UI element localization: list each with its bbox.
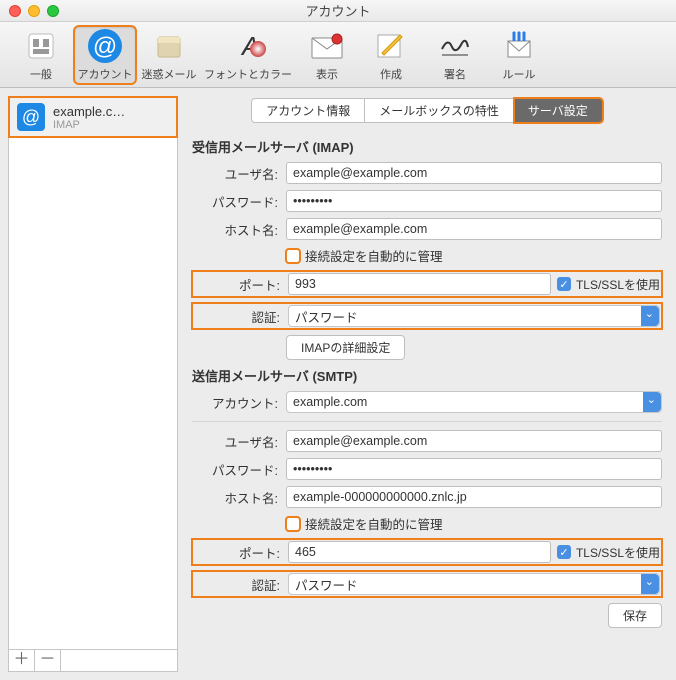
tls-label: TLS/SSLを使用 — [576, 276, 660, 293]
toolbar-rules[interactable]: ルール — [488, 26, 550, 84]
auto-checkbox[interactable] — [286, 249, 300, 263]
outgoing-title: 送信用メールサーバ (SMTP) — [192, 366, 662, 385]
remove-button[interactable]: － — [35, 650, 61, 671]
account-item[interactable]: @ example.c… IMAP — [9, 97, 177, 137]
tab-mailbox-behaviors[interactable]: メールボックスの特性 — [365, 98, 514, 123]
tls-label: TLS/SSLを使用 — [576, 544, 660, 561]
toolbar-view[interactable]: 表示 — [296, 26, 358, 84]
svg-text:@: @ — [93, 33, 117, 60]
switches-icon — [23, 28, 59, 64]
user-label: ユーザ名: — [192, 164, 278, 183]
save-button[interactable]: 保存 — [608, 603, 662, 628]
add-button[interactable]: ＋ — [9, 650, 35, 671]
account-protocol: IMAP — [53, 119, 125, 131]
auto-label: 接続設定を自動的に管理 — [305, 514, 443, 533]
toolbar-compose[interactable]: 作成 — [360, 26, 422, 84]
auth-label: 認証: — [194, 307, 280, 326]
tab-account-info[interactable]: アカウント情報 — [251, 98, 365, 123]
toolbar-junk[interactable]: 迷惑メール — [138, 26, 200, 84]
account-label: アカウント: — [192, 393, 278, 412]
accounts-sidebar: @ example.c… IMAP ＋ － — [8, 96, 178, 672]
password-label: パスワード: — [192, 460, 278, 479]
traffic-lights — [9, 5, 59, 17]
auth-select[interactable]: パスワード — [288, 573, 660, 595]
account-name: example.c… — [53, 104, 125, 119]
minimize-icon[interactable] — [28, 5, 40, 17]
at-icon: @ — [17, 103, 45, 131]
main-area: @ example.c… IMAP ＋ － アカウント情報 メールボックスの特性… — [0, 88, 676, 680]
port-label: ポート: — [194, 275, 280, 294]
auth-select[interactable]: パスワード — [288, 305, 660, 327]
user-input[interactable]: example@example.com — [286, 430, 662, 452]
port-label: ポート: — [194, 543, 280, 562]
tls-checkbox[interactable]: ✓ — [557, 545, 571, 559]
toolbar-fonts[interactable]: A フォントとカラー — [202, 26, 294, 84]
host-label: ホスト名: — [192, 488, 278, 507]
at-icon: @ — [87, 28, 123, 64]
port-input[interactable]: 993 — [288, 273, 551, 295]
toolbar-general[interactable]: 一般 — [10, 26, 72, 84]
tab-server-settings[interactable]: サーバ設定 — [514, 98, 603, 123]
tabs: アカウント情報 メールボックスの特性 サーバ設定 — [192, 98, 662, 123]
auto-checkbox[interactable] — [286, 517, 300, 531]
toolbar-signature[interactable]: 署名 — [424, 26, 486, 84]
toolbar-accounts[interactable]: @ アカウント — [74, 26, 136, 84]
account-select[interactable]: example.com — [286, 391, 662, 413]
host-label: ホスト名: — [192, 220, 278, 239]
sidebar-footer: ＋ － — [9, 649, 177, 671]
envelope-icon — [309, 28, 345, 64]
separator — [192, 421, 662, 422]
user-input[interactable]: example@example.com — [286, 162, 662, 184]
incoming-title: 受信用メールサーバ (IMAP) — [192, 137, 662, 156]
host-input[interactable]: example@example.com — [286, 218, 662, 240]
content-pane: アカウント情報 メールボックスの特性 サーバ設定 受信用メールサーバ (IMAP… — [178, 88, 676, 680]
titlebar: アカウント — [0, 0, 676, 22]
auth-label: 認証: — [194, 575, 280, 594]
auto-label: 接続設定を自動的に管理 — [305, 246, 443, 265]
window-title: アカウント — [305, 1, 370, 20]
toolbar: 一般 @ アカウント 迷惑メール A フォントとカラー 表示 作成 署名 ルール — [0, 22, 676, 88]
imap-advanced-button[interactable]: IMAPの詳細設定 — [286, 335, 405, 360]
rules-icon — [501, 28, 537, 64]
password-input[interactable]: ••••••••• — [286, 458, 662, 480]
password-input[interactable]: ••••••••• — [286, 190, 662, 212]
user-label: ユーザ名: — [192, 432, 278, 451]
signature-icon — [437, 28, 473, 64]
password-label: パスワード: — [192, 192, 278, 211]
port-input[interactable]: 465 — [288, 541, 551, 563]
zoom-icon[interactable] — [47, 5, 59, 17]
host-input[interactable]: example-000000000000.znlc.jp — [286, 486, 662, 508]
font-color-icon: A — [230, 28, 266, 64]
compose-icon — [373, 28, 409, 64]
trash-icon — [151, 28, 187, 64]
close-icon[interactable] — [9, 5, 21, 17]
tls-checkbox[interactable]: ✓ — [557, 277, 571, 291]
